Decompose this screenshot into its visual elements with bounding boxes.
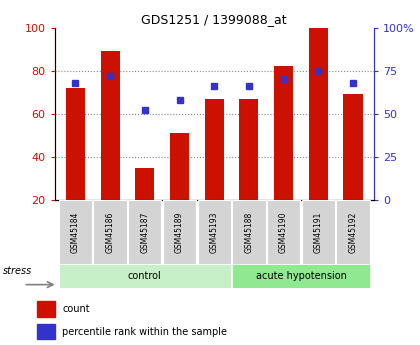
Bar	[59, 264, 231, 288]
Text: acute hypotension: acute hypotension	[255, 271, 346, 281]
Bar	[239, 99, 258, 200]
Bar	[100, 51, 120, 200]
Bar	[37, 324, 55, 339]
Text: GSM45186: GSM45186	[105, 211, 115, 253]
Text: control: control	[128, 271, 162, 281]
Text: GSM45192: GSM45192	[349, 211, 357, 253]
Bar	[336, 200, 370, 264]
Bar	[205, 99, 224, 200]
Bar	[66, 88, 85, 200]
Bar	[309, 28, 328, 200]
Text: GSM45187: GSM45187	[140, 211, 149, 253]
Bar	[59, 200, 92, 264]
Text: percentile rank within the sample: percentile rank within the sample	[62, 327, 227, 337]
Text: GSM45193: GSM45193	[210, 211, 219, 253]
Text: GSM45184: GSM45184	[71, 211, 80, 253]
Bar	[37, 301, 55, 317]
Bar	[232, 200, 265, 264]
Bar	[197, 200, 231, 264]
Text: count: count	[62, 304, 90, 314]
Bar	[274, 66, 293, 200]
Text: GSM45191: GSM45191	[314, 211, 323, 253]
Text: stress: stress	[3, 266, 32, 276]
Title: GDS1251 / 1399088_at: GDS1251 / 1399088_at	[142, 13, 287, 27]
Bar	[170, 133, 189, 200]
Bar	[163, 200, 196, 264]
Bar	[128, 200, 161, 264]
Bar	[135, 168, 155, 200]
Bar	[267, 200, 300, 264]
Bar	[302, 200, 335, 264]
Text: GSM45190: GSM45190	[279, 211, 288, 253]
Bar	[94, 200, 127, 264]
Text: GSM45188: GSM45188	[244, 211, 253, 253]
Text: GSM45189: GSM45189	[175, 211, 184, 253]
Bar	[344, 95, 362, 200]
Bar	[232, 264, 370, 288]
